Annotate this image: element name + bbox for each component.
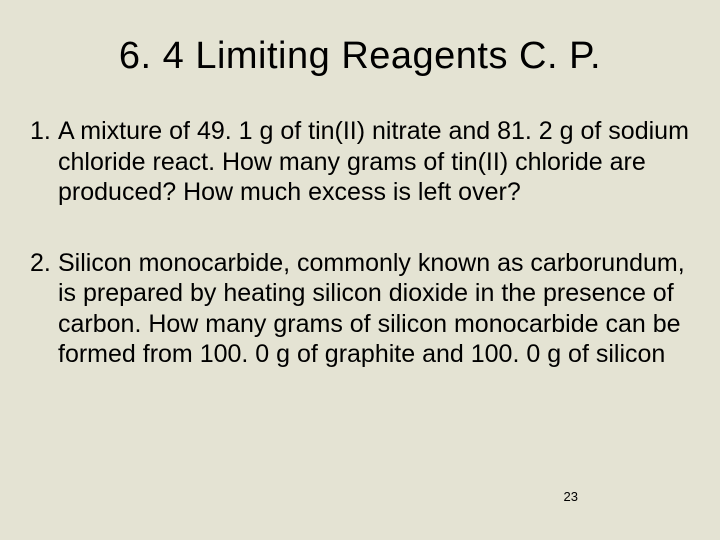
- page-number: 23: [564, 489, 578, 504]
- list-item: 2. Silicon monocarbide, commonly known a…: [30, 248, 690, 370]
- slide-title: 6. 4 Limiting Reagents C. P.: [30, 35, 690, 78]
- item-number: 1.: [30, 116, 58, 208]
- list-item: 1. A mixture of 49. 1 g of tin(II) nitra…: [30, 116, 690, 208]
- item-number: 2.: [30, 248, 58, 370]
- item-text: A mixture of 49. 1 g of tin(II) nitrate …: [58, 116, 690, 208]
- item-text: Silicon monocarbide, commonly known as c…: [58, 248, 690, 370]
- slide-container: 6. 4 Limiting Reagents C. P. 1. A mixtur…: [0, 0, 720, 540]
